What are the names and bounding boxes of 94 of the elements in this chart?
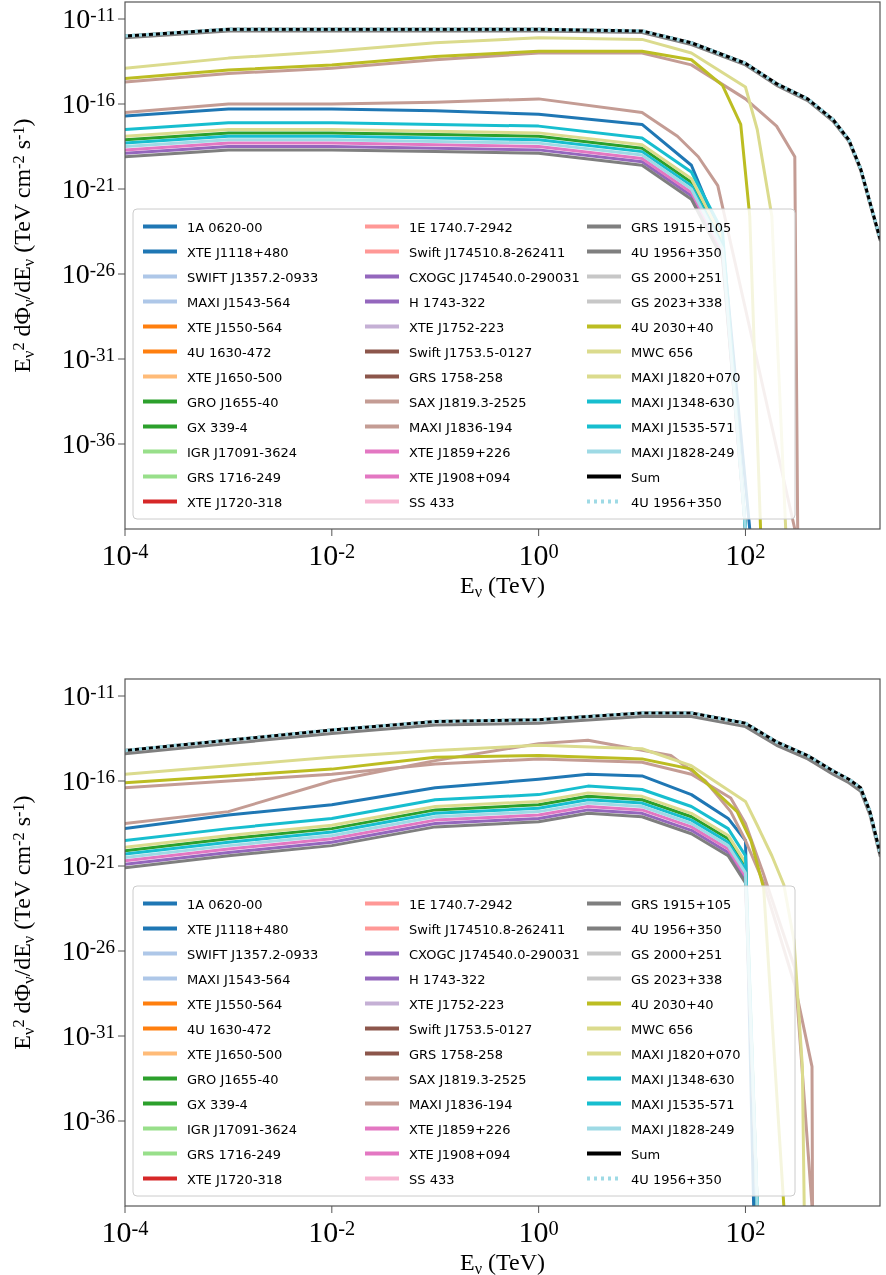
x-tick-label: 10$^{-4}$ [101,538,149,571]
x-tick-label: 10$^{-2}$ [308,538,356,571]
legend-label: MWC 656 [631,344,694,360]
x-tick-label: 10$^{2}$ [725,538,766,571]
legend-label: MAXI J1820+070 [631,369,741,385]
x-tick-label: 10$^{0}$ [518,538,559,571]
legend-label: GX 339-4 [187,1096,248,1112]
legend-label: XTE J1550-564 [187,319,283,335]
legend-label: MAXI J1348-630 [631,394,735,410]
legend-label: H 1743-322 [409,294,486,310]
legend-label: GRS 1716-249 [187,469,282,485]
legend-label: XTE J1908+094 [409,1146,511,1162]
legend-label: 1E 1740.7-2942 [409,219,513,235]
legend-label: GRS 1758-258 [409,1046,504,1062]
legend-label: 4U 1956+350 [631,244,722,260]
legend-label: XTE J1550-564 [187,996,283,1012]
legend-label: Swift J174510.8-262411 [409,244,566,260]
legend-label: XTE J1118+480 [187,244,289,260]
legend-label: MAXI J1828-249 [631,1121,735,1137]
y-tick-label: 10$^{-16}$ [61,765,115,796]
y-tick-label: 10$^{-21}$ [61,850,115,881]
legend-label: GRS 1915+105 [631,219,732,235]
y-tick-label: 10$^{-36}$ [61,428,115,459]
x-tick-label: 10$^{-2}$ [308,1215,356,1248]
legend-label: 1A 0620-00 [187,896,263,912]
legend-label: Swift J1753.5-0127 [409,344,533,360]
legend-label: XTE J1752-223 [409,319,505,335]
legend-label: XTE J1650-500 [187,369,283,385]
legend-label: CXOGC J174540.0-290031 [409,269,580,285]
legend-label: GS 2023+338 [631,294,723,310]
y-tick-label: 10$^{-16}$ [61,88,115,119]
legend-label: 4U 1956+350 [631,1171,722,1187]
legend-label: XTE J1720-318 [187,494,283,510]
x-tick-label: 10$^{-4}$ [101,1215,149,1248]
y-tick-label: 10$^{-11}$ [62,3,115,34]
legend-label: IGR J17091-3624 [187,1121,298,1137]
legend-label: XTE J1118+480 [187,921,289,937]
legend-label: 4U 1956+350 [631,921,722,937]
legend-label: MAXI J1828-249 [631,444,735,460]
y-tick-label: 10$^{-31}$ [61,1020,115,1051]
legend-label: 4U 1956+350 [631,494,722,510]
x-tick-label: 10$^{0}$ [518,1215,559,1248]
legend-label: SAX J1819.3-2525 [409,394,527,410]
legend-label: 1A 0620-00 [187,219,263,235]
legend-label: XTE J1650-500 [187,1046,283,1062]
legend-label: 1E 1740.7-2942 [409,896,513,912]
y-tick-label: 10$^{-36}$ [61,1105,115,1136]
legend-label: MAXI J1535-571 [631,419,735,435]
y-tick-label: 10$^{-26}$ [61,935,115,966]
legend-label: GX 339-4 [187,419,248,435]
legend-label: SWIFT J1357.2-0933 [187,946,319,962]
legend-label: MAXI J1543-564 [187,971,291,987]
legend-label: XTE J1859+226 [409,444,511,460]
legend-label: MAXI J1836-194 [409,419,513,435]
legend-label: CXOGC J174540.0-290031 [409,946,580,962]
x-axis-title: E$_{ν}$ (TeV) [459,1249,546,1275]
legend-label: SWIFT J1357.2-0933 [187,269,319,285]
legend-label: Swift J1753.5-0127 [409,1021,533,1037]
legend-label: 4U 1630-472 [187,1021,272,1037]
legend-label: Sum [631,1146,661,1162]
legend-label: GRS 1915+105 [631,896,732,912]
legend-label: XTE J1859+226 [409,1121,511,1137]
legend-label: GRO J1655-40 [187,394,279,410]
y-tick-label: 10$^{-11}$ [62,680,115,711]
legend-label: GS 2000+251 [631,269,723,285]
legend-label: XTE J1908+094 [409,469,511,485]
legend-label: 4U 2030+40 [631,319,714,335]
legend-label: Swift J174510.8-262411 [409,921,566,937]
x-axis-title: E$_{ν}$ (TeV) [459,572,546,601]
legend-label: GS 2023+338 [631,971,723,987]
legend-label: SAX J1819.3-2525 [409,1071,527,1087]
legend-label: MWC 656 [631,1021,694,1037]
legend-label: SS 433 [409,494,455,510]
legend-label: GRS 1716-249 [187,1146,282,1162]
legend-label: GRO J1655-40 [187,1071,279,1087]
legend-label: Sum [631,469,661,485]
legend-label: IGR J17091-3624 [187,444,298,460]
legend-label: 4U 1630-472 [187,344,272,360]
legend-label: MAXI J1543-564 [187,294,291,310]
y-tick-label: 10$^{-31}$ [61,343,115,374]
legend-label: XTE J1720-318 [187,1171,283,1187]
legend-label: 4U 2030+40 [631,996,714,1012]
legend-label: H 1743-322 [409,971,486,987]
legend-label: GRS 1758-258 [409,369,504,385]
legend-label: GS 2000+251 [631,946,723,962]
legend-label: MAXI J1535-571 [631,1096,735,1112]
legend-label: MAXI J1348-630 [631,1071,735,1087]
legend-label: MAXI J1836-194 [409,1096,513,1112]
x-tick-label: 10$^{2}$ [725,1215,766,1248]
legend-label: MAXI J1820+070 [631,1046,741,1062]
y-tick-label: 10$^{-21}$ [61,173,115,204]
legend-label: SS 433 [409,1171,455,1187]
legend-label: XTE J1752-223 [409,996,505,1012]
y-tick-label: 10$^{-26}$ [61,258,115,289]
